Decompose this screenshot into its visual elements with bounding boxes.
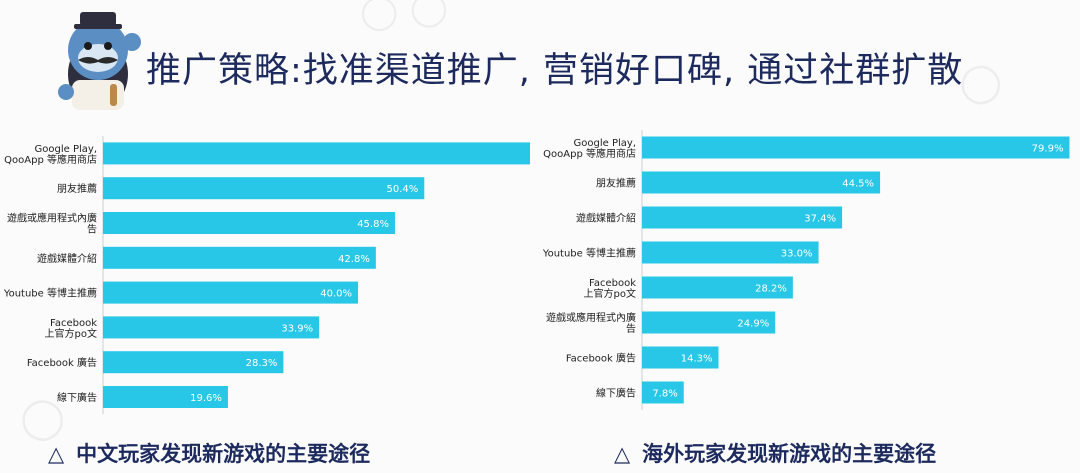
category-label: Youtube 等博主推薦	[3, 287, 97, 300]
bar	[642, 346, 719, 369]
bar-value-label: 44.5%	[842, 179, 874, 190]
bar-value-label: 28.2%	[755, 284, 787, 295]
bar	[103, 281, 358, 304]
bar	[103, 351, 284, 374]
category-label: 遊戲或應用程式內廣告	[546, 311, 636, 335]
caption-left-text: 中文玩家发现新游戏的主要途径	[76, 442, 371, 466]
category-label: 線下廣告	[596, 387, 636, 400]
bar-value-label: 7.8%	[652, 389, 677, 400]
category-label: Facebook 廣告	[566, 352, 636, 365]
bar	[642, 171, 881, 194]
category-label: 遊戲媒體介紹	[37, 252, 97, 265]
chart-chinese-players: 77.8%Google Play,QooApp 等應用商店50.4%朋友推薦45…	[0, 128, 530, 418]
bar	[642, 206, 843, 229]
bar-value-label: 79.9%	[1032, 144, 1064, 155]
bar-value-label: 14.3%	[681, 354, 713, 365]
caption-right-text: 海外玩家发现新游戏的主要途径	[642, 442, 937, 466]
bar	[103, 246, 376, 269]
category-label: Youtube 等博主推薦	[542, 247, 636, 260]
background-watermark: ◯ ◯	[358, 0, 450, 34]
bar-value-label: 33.9%	[281, 323, 313, 334]
bar-chart-left: 77.8%Google Play,QooApp 等應用商店50.4%朋友推薦45…	[3, 136, 530, 415]
category-label: Google Play, QooApp 等應用商店	[4, 144, 97, 166]
category-label: 朋友推薦	[596, 177, 636, 190]
bar-value-label: 45.8%	[357, 219, 389, 230]
category-label: Facebook 上官方po文	[584, 278, 637, 300]
bar-value-label: 33.0%	[781, 249, 813, 260]
bar	[642, 311, 776, 334]
bar-value-label: 37.4%	[804, 214, 836, 225]
bar-value-label: 24.9%	[737, 319, 769, 330]
category-label: Google Play, QooApp 等應用商店	[543, 138, 636, 160]
bar	[642, 241, 819, 264]
chart-overseas-players: 79.9% Google Play, QooApp 等應用商店 44.5% 朋友推薦 37…	[525, 126, 1080, 416]
bar	[642, 381, 684, 404]
triangle-icon: △	[614, 442, 631, 466]
category-label: 遊戲或應用程式內廣告	[7, 212, 97, 236]
bar-value-label: 19.6%	[190, 393, 222, 404]
bar	[103, 316, 320, 339]
bar-value-label: 28.3%	[246, 358, 278, 369]
bar-value-label: 42.8%	[338, 254, 370, 265]
triangle-icon: △	[48, 442, 65, 466]
category-label: 線下廣告	[57, 391, 97, 404]
page-title: 推广策略:找准渠道推广, 营销好口碑, 通过社群扩散	[146, 51, 964, 91]
caption-left: △ 中文玩家发现新游戏的主要途径	[48, 438, 370, 468]
bar-chart-right: 79.9% Google Play, QooApp 等應用商店 44.5% 朋友推薦 37…	[542, 130, 1070, 410]
category-label: 遊戲媒體介紹	[576, 212, 636, 225]
bar-value-label: 40.0%	[320, 289, 352, 300]
caption-right: △ 海外玩家发现新游戏的主要途径	[614, 438, 936, 468]
category-label: 朋友推薦	[57, 182, 97, 195]
mascot-icon	[58, 12, 141, 110]
category-label: Facebook 上官方po文	[45, 318, 98, 340]
bar	[103, 142, 530, 165]
bar	[103, 177, 425, 200]
bar	[103, 386, 228, 408]
bar	[642, 276, 793, 299]
bar-value-label: 50.4%	[387, 184, 419, 195]
bar	[103, 212, 395, 234]
category-label: Facebook 廣告	[27, 356, 97, 369]
bar	[642, 136, 1070, 159]
